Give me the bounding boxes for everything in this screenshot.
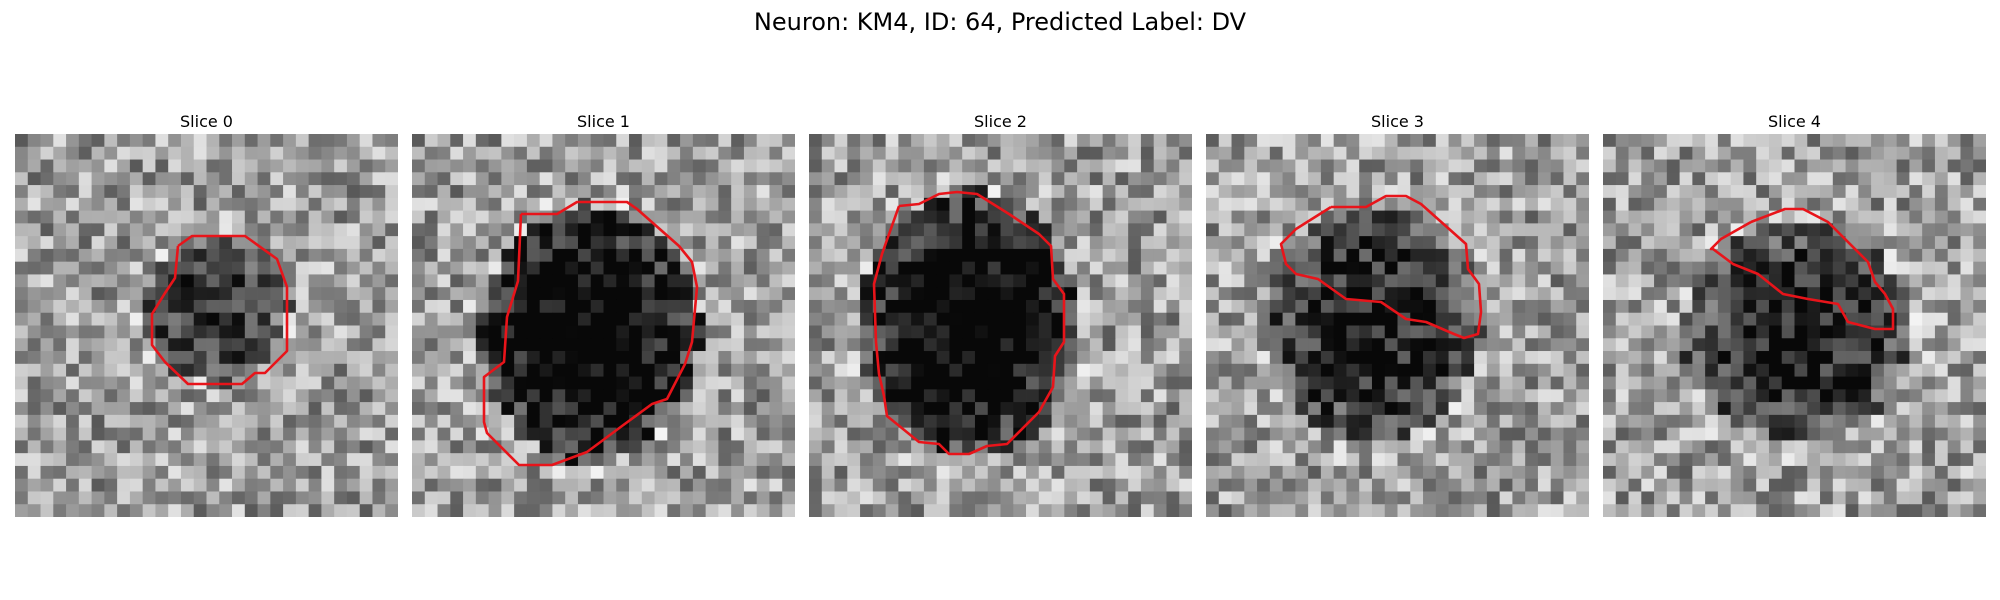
slice-title: Slice 4 xyxy=(1768,112,1821,131)
grayscale-pixel-grid xyxy=(412,134,795,517)
grayscale-pixel-grid xyxy=(809,134,1192,517)
figure-title: Neuron: KM4, ID: 64, Predicted Label: DV xyxy=(753,8,1247,36)
neuron-outline xyxy=(482,200,699,467)
slice-image xyxy=(809,134,1192,517)
neuron-outline xyxy=(1279,194,1483,340)
slice-image xyxy=(15,134,398,517)
slice-title: Slice 2 xyxy=(974,112,1027,131)
slice-panel-3: Slice 3 xyxy=(1206,112,1589,517)
slice-panel-4: Slice 4 xyxy=(1603,112,1986,517)
slice-image xyxy=(1603,134,1986,517)
slice-image xyxy=(1206,134,1589,517)
grayscale-pixel-grid xyxy=(1603,134,1986,517)
slice-image xyxy=(412,134,795,517)
neuron-outline xyxy=(150,234,289,386)
slice-panel-2: Slice 2 xyxy=(809,112,1192,517)
slice-title: Slice 3 xyxy=(1371,112,1424,131)
slice-title: Slice 1 xyxy=(577,112,630,131)
slice-panel-0: Slice 0 xyxy=(15,112,398,517)
neuron-outline xyxy=(1709,207,1895,331)
slice-title: Slice 0 xyxy=(180,112,233,131)
grayscale-pixel-grid xyxy=(15,134,398,517)
grayscale-pixel-grid xyxy=(1206,134,1589,517)
neuron-outline xyxy=(872,190,1066,456)
slice-panel-1: Slice 1 xyxy=(412,112,795,517)
